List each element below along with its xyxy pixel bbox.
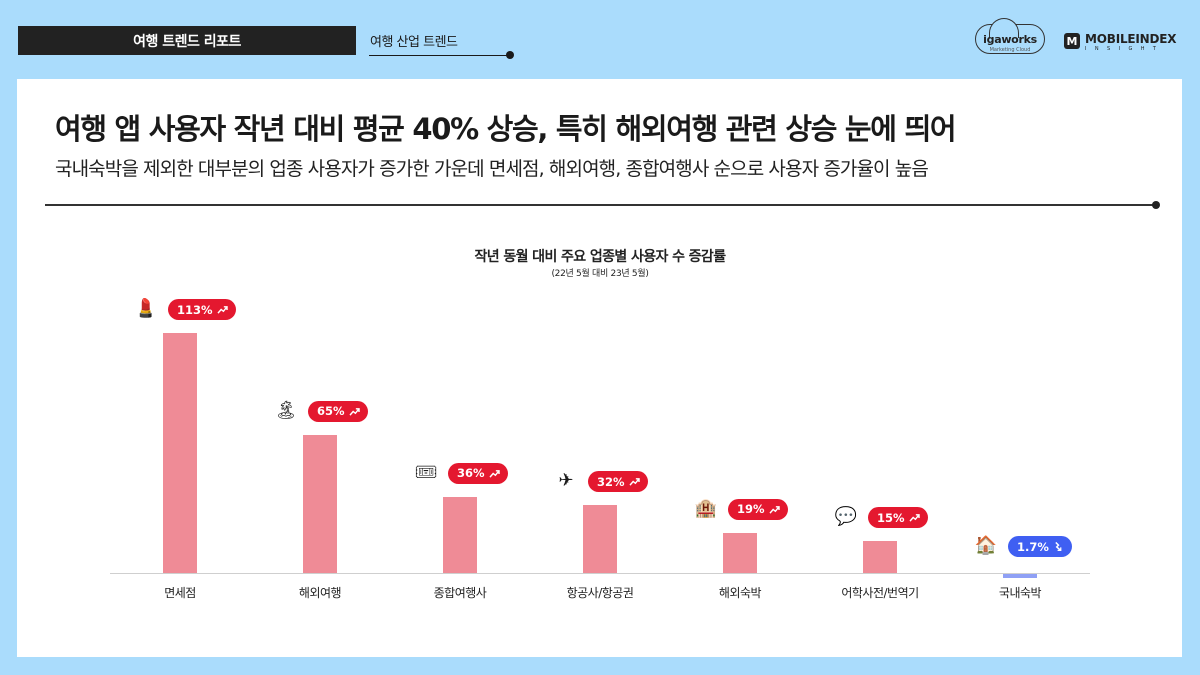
- igaworks-tagline: Marketing Cloud: [989, 47, 1031, 53]
- chart-title: 작년 동월 대비 주요 업종별 사용자 수 증감률: [474, 249, 727, 265]
- section-underline-dot: [506, 51, 514, 59]
- bar-7: [1003, 574, 1037, 578]
- x-tick-label: 해외여행: [298, 586, 342, 600]
- value-badge: 65%: [308, 400, 368, 422]
- section-underline: [369, 55, 509, 56]
- x-tick-label: 어학사전/번역기: [841, 586, 919, 600]
- trend-up-icon: [488, 469, 500, 478]
- mobileindex-mark-icon: M: [1064, 33, 1080, 49]
- bar-5: [723, 532, 757, 573]
- report-title-tab: 여행 트렌드 리포트: [18, 26, 356, 55]
- bar-4: [583, 505, 617, 573]
- x-tick-label: 해외숙박: [718, 586, 762, 600]
- value-badge: 32%: [588, 471, 648, 493]
- page-subheadline: 국내숙박을 제외한 대부분의 업종 사용자가 증가한 가운데 면세점, 해외여행…: [55, 158, 929, 180]
- value-label: 113%: [177, 302, 213, 317]
- x-tick-label: 국내숙박: [998, 586, 1042, 600]
- mobileindex-logo: M MOBILEINDEX INSIGHT: [1064, 32, 1177, 55]
- mobileindex-wordmark: MOBILEINDEX: [1085, 32, 1177, 46]
- trend-down-icon: [1055, 542, 1062, 551]
- lipstick-icon: 💄: [134, 298, 158, 319]
- hotel-icon: 🏨: [694, 497, 718, 519]
- chart-subtitle: (22년 5월 대비 23년 5월): [551, 269, 649, 279]
- mobileindex-subtitle: INSIGHT: [1085, 46, 1165, 52]
- x-axis-line: [110, 573, 1090, 574]
- x-tick-label: 종합여행사: [433, 586, 487, 600]
- value-label: 1.7%: [1017, 539, 1049, 554]
- bar-3: [443, 496, 477, 573]
- value-badge: 1.7%: [1008, 536, 1072, 557]
- headline-divider: [45, 204, 1155, 206]
- value-label: 65%: [317, 404, 345, 419]
- trend-up-icon: [628, 478, 640, 486]
- trend-up-icon: [216, 306, 228, 314]
- x-tick-label: 항공사/항공권: [566, 586, 634, 600]
- value-badge: 15%: [868, 507, 928, 529]
- igaworks-logo: igaworks Marketing Cloud: [975, 18, 1047, 56]
- trend-up-icon: [348, 408, 360, 416]
- value-label: 32%: [597, 474, 625, 489]
- divider-dot: [1152, 201, 1160, 209]
- bar-1: [163, 333, 197, 573]
- value-label: 36%: [457, 466, 485, 481]
- desert-island-icon: 🏝: [274, 399, 298, 421]
- value-badge: 36%: [448, 462, 508, 484]
- value-badge: 19%: [728, 498, 788, 520]
- section-label: 여행 산업 트렌드: [370, 35, 458, 50]
- house-icon: 🏠: [974, 535, 998, 556]
- bar-2: [303, 434, 337, 573]
- airplane-icon: ✈: [558, 470, 574, 492]
- page-headline: 여행 앱 사용자 작년 대비 평균 40% 상승, 특히 해외여행 관련 상승 …: [55, 112, 957, 146]
- trend-up-icon: [908, 514, 920, 522]
- ticket-icon: 🎟: [414, 461, 438, 483]
- x-tick-label: 면세점: [164, 586, 196, 600]
- value-label: 19%: [737, 502, 765, 517]
- trend-up-icon: [768, 505, 780, 514]
- value-label: 15%: [877, 510, 905, 525]
- speech-bubble-icon: 💬: [834, 506, 858, 528]
- value-badge: 113%: [168, 299, 236, 320]
- bar-6: [863, 541, 897, 573]
- igaworks-wordmark: igaworks: [983, 33, 1037, 46]
